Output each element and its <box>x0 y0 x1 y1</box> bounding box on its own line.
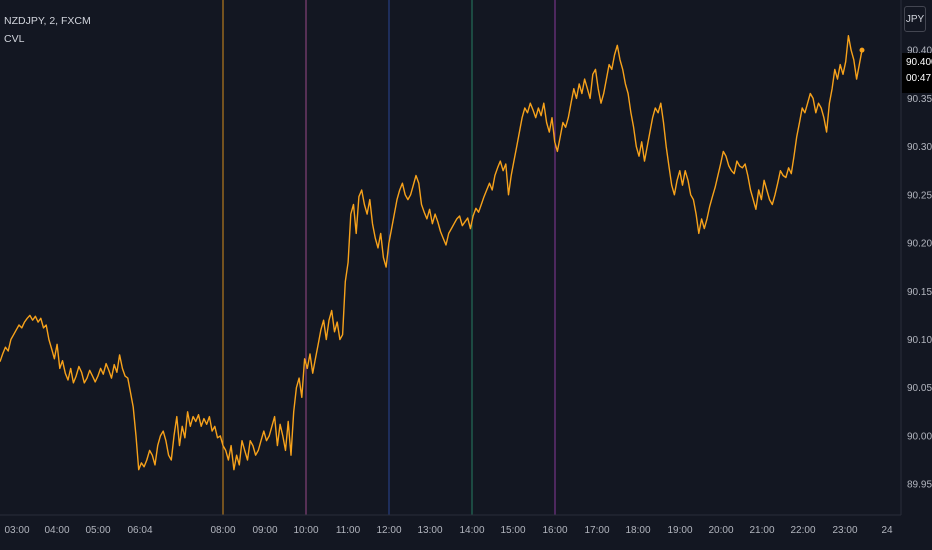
session-lines <box>222 0 556 515</box>
x-tick-label: 10:00 <box>293 525 318 536</box>
price-line <box>0 35 863 471</box>
y-tick-label: 90.350 <box>907 94 932 105</box>
y-tick-label: 90.150 <box>907 287 932 298</box>
last-price-marker <box>859 47 865 53</box>
y-tick-label: 90.300 <box>907 142 932 153</box>
x-tick-label: 18:00 <box>625 525 650 536</box>
x-tick-label: 16:00 <box>542 525 567 536</box>
y-tick-label: 90.200 <box>907 239 932 250</box>
symbol-title[interactable]: NZDJPY, 2, FXCM <box>4 15 91 27</box>
y-tick-label: 89.950 <box>907 480 932 491</box>
x-tick-label: 22:00 <box>790 525 815 536</box>
price-axis: 90.400 90.350 90.300 90.250 90.200 90.150 90.1… <box>907 46 932 491</box>
x-tick-label: 15:00 <box>500 525 525 536</box>
y-tick-label: 90.250 <box>907 190 932 201</box>
y-tick-label: 90.400 <box>907 46 932 57</box>
x-tick-label: 05:00 <box>85 525 110 536</box>
x-tick-label: 17:00 <box>584 525 609 536</box>
x-tick-label: 19:00 <box>667 525 692 536</box>
x-tick-label: 11:00 <box>336 525 361 536</box>
last-price-value: 90.400 <box>906 57 932 68</box>
bar-countdown: 00:47 <box>906 73 932 84</box>
x-tick-label: 21:00 <box>749 525 774 536</box>
x-tick-label: 13:00 <box>417 525 442 536</box>
x-tick-label: 23:00 <box>832 525 857 536</box>
x-tick-label: 09:00 <box>252 525 277 536</box>
x-tick-label: 06:04 <box>127 525 152 536</box>
x-tick-label: 20:00 <box>708 525 733 536</box>
x-tick-label: 03:00 <box>4 525 29 536</box>
currency-button[interactable]: JPY <box>904 6 926 32</box>
x-tick-label: 04:00 <box>44 525 69 536</box>
series-layer <box>0 35 865 471</box>
x-tick-label: 08:00 <box>210 525 235 536</box>
time-axis: 03:00 04:00 05:00 06:04 08:00 09:00 10:00 11:00… <box>4 525 893 536</box>
y-tick-label: 90.050 <box>907 383 932 394</box>
y-tick-label: 90.100 <box>907 335 932 346</box>
last-price-label: 90.400 00:47 <box>902 53 932 93</box>
chart-legend: NZDJPY, 2, FXCM CVL <box>4 12 91 48</box>
x-tick-label: 24 <box>881 525 893 536</box>
x-tick-label: 12:00 <box>376 525 401 536</box>
x-tick-label: 14:00 <box>459 525 484 536</box>
y-tick-label: 90.000 <box>907 431 932 442</box>
indicator-title[interactable]: CVL <box>4 33 25 45</box>
